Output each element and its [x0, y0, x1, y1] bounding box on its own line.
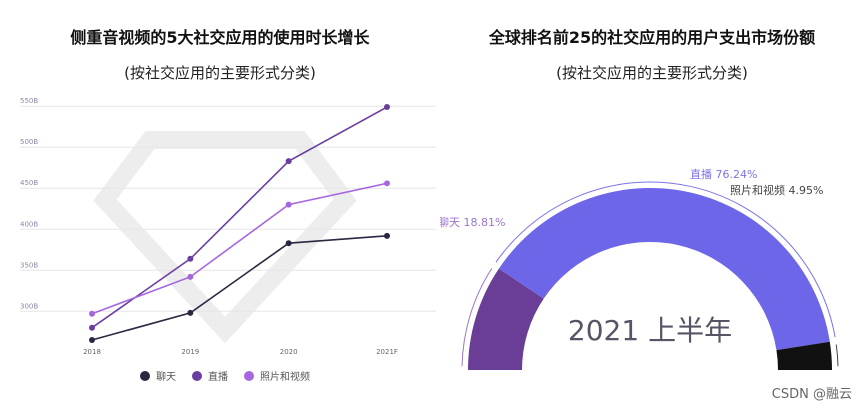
legend-label-chat: 聊天: [156, 372, 176, 383]
x-tick-label: 2019: [181, 348, 199, 356]
legend-dot-chat: [140, 370, 150, 381]
y-tick-label: 350B: [20, 261, 38, 269]
data-point: [384, 232, 390, 239]
y-tick-label: 450B: [20, 179, 38, 187]
x-tick-label: 2021F: [376, 348, 398, 356]
line-chart: 300B 350B 400B 450B 500B 550B 2018 2019 2020 202…: [20, 97, 436, 356]
donut-chart-panel: 全球排名前25的社交应用的用户支出市场份额 (按社交应用的主要形式分类) 聊天 …: [440, 0, 864, 410]
line-chart-title: 侧重音视频的5大社交应用的使用时长增长: [70, 28, 370, 47]
donut-label-photo-video: 照片和视频 4.95%: [730, 183, 823, 197]
series-line: [91, 106, 388, 329]
y-tick-label: 400B: [20, 220, 38, 228]
data-point: [89, 324, 95, 331]
line-chart-panel: 侧重音视频的5大社交应用的使用时长增长 (按社交应用的主要形式分类) 300B 3…: [20, 28, 436, 383]
legend-item-live: 直播: [192, 368, 228, 383]
legend-dot-live: [192, 370, 202, 381]
x-tick-label: 2020: [280, 348, 298, 356]
line-chart-subtitle: (按社交应用的主要形式分类): [124, 64, 316, 82]
data-point: [285, 158, 292, 165]
y-tick-label: 500B: [20, 138, 38, 146]
legend-label-live: 直播: [208, 372, 228, 383]
data-point: [285, 240, 292, 247]
data-point: [187, 273, 194, 280]
legend-item-chat: 聊天: [140, 368, 176, 383]
data-point: [384, 180, 390, 187]
csdn-watermark: CSDN @融云: [771, 387, 852, 402]
donut-slice-photo-video: [776, 341, 832, 370]
legend-item-photo-video: 照片和视频: [244, 368, 310, 383]
line-chart-legend: 聊天 直播 照片和视频: [140, 368, 326, 383]
data-point: [187, 309, 194, 316]
slice-outline-arc: [461, 268, 493, 367]
data-point: [89, 310, 95, 317]
donut-chart-title: 全球排名前25的社交应用的用户支出市场份额: [488, 28, 816, 47]
slice-outline-arc: [495, 181, 836, 338]
donut-slice-live: [498, 188, 830, 351]
series-line: [91, 182, 388, 315]
donut-label-live: 直播 76.24%: [690, 167, 757, 181]
data-point: [187, 255, 194, 262]
donut-center-label: 2021 上半年: [568, 314, 732, 347]
donut-chart-subtitle: (按社交应用的主要形式分类): [556, 64, 748, 82]
data-point: [89, 337, 95, 343]
legend-dot-photo-video: [244, 370, 254, 381]
y-tick-label: 550B: [20, 97, 38, 105]
series-line: [91, 235, 388, 341]
legend-label-photo-video: 照片和视频: [260, 372, 310, 383]
half-donut-chart: 聊天 18.81% 直播 76.24% 照片和视频 4.95% 2021 上半年: [440, 167, 839, 370]
slice-outline-arc: [835, 344, 839, 367]
donut-slice-chat: [468, 268, 544, 370]
watermark-diamond: [93, 131, 357, 344]
y-tick-label: 300B: [20, 302, 38, 310]
donut-label-chat: 聊天 18.81%: [440, 215, 505, 229]
x-tick-label: 2018: [83, 348, 101, 356]
data-point: [285, 201, 292, 208]
data-point: [384, 104, 390, 111]
